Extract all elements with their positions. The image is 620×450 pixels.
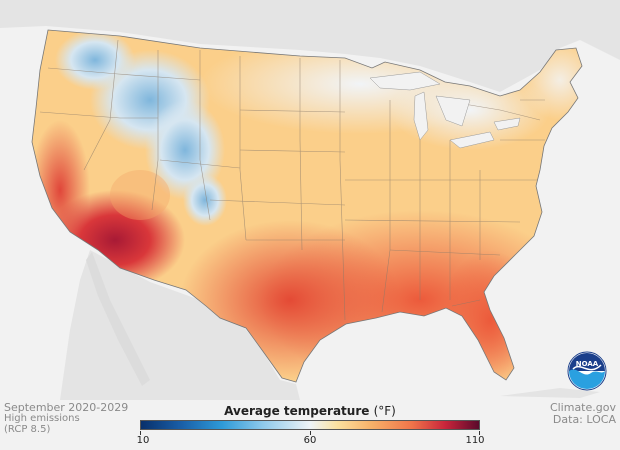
noaa-logo-text: NOAA [576, 360, 599, 368]
temperature-map [0, 0, 620, 400]
mexico-land [60, 250, 300, 400]
legend-label-mid: 60 [303, 435, 317, 446]
source-credit: Climate.gov [549, 401, 616, 414]
legend-tick-mid [310, 431, 311, 435]
baja-peninsula [86, 252, 150, 386]
period-label: September 2020-2029 [4, 401, 129, 414]
us-outline [31, 29, 583, 383]
noaa-emblem: NOAA [567, 351, 607, 391]
scenario-rcp-label: (RCP 8.5) [4, 424, 51, 435]
canada-land [0, 0, 620, 92]
cuba-island [500, 388, 600, 398]
legend-title-text: Average temperature [224, 404, 370, 418]
legend-title: Average temperature (°F) [140, 404, 480, 418]
great-lakes [369, 71, 521, 149]
map-canvas [0, 0, 620, 400]
state-borders [39, 39, 545, 321]
map-caption: September 2020-2029 High emissions (RCP … [4, 402, 128, 435]
legend-color-bar [140, 420, 480, 430]
color-legend: Average temperature (°F) 10 60 110 [136, 404, 485, 448]
credits: Climate.gov Data: LOCA [550, 402, 616, 426]
legend-tick-max [479, 431, 480, 435]
scenario-label: High emissions [4, 413, 80, 424]
data-credit: Data: LOCA [552, 413, 616, 426]
legend-label-max: 110 [465, 435, 485, 446]
noaa-logo: NOAA [567, 351, 607, 391]
legend-tick-min [140, 431, 141, 435]
legend-label-min: 10 [136, 435, 150, 446]
legend-unit: (°F) [373, 404, 396, 418]
